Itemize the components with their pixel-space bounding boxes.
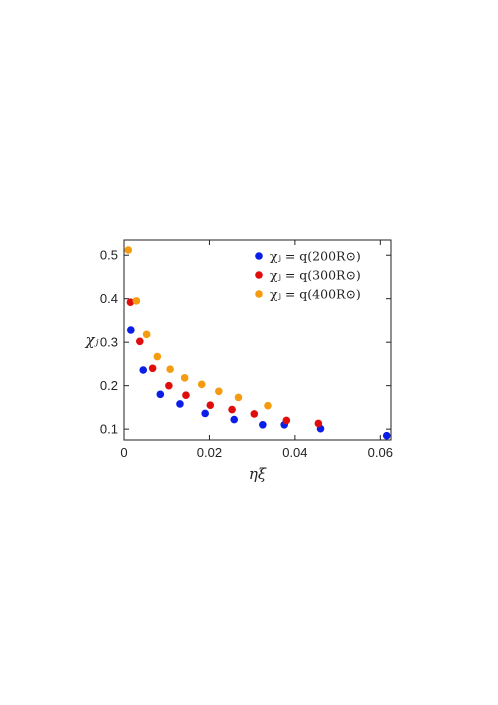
x-tick-label: 0.06 <box>368 445 393 460</box>
data-point-series-3 <box>142 330 151 339</box>
data-point-series-1 <box>201 409 209 418</box>
x-tick-label: 0.04 <box>282 445 307 460</box>
x-tick-label: 0 <box>120 445 127 460</box>
data-point-series-1 <box>230 415 239 424</box>
legend-label: χⱼ = q(200R⊙) <box>270 249 361 264</box>
data-point-series-2 <box>148 364 157 373</box>
y-tick-label: 0.2 <box>100 378 118 393</box>
x-tick-label: 0.02 <box>197 445 222 460</box>
data-point-series-3 <box>234 393 243 402</box>
data-point-series-2 <box>250 410 259 418</box>
data-point-series-2 <box>314 419 323 428</box>
data-point-series-3 <box>124 246 133 254</box>
legend-label: χⱼ = q(400R⊙) <box>270 287 361 302</box>
data-point-series-2 <box>182 391 190 400</box>
data-point-series-3 <box>166 365 174 373</box>
data-point-series-2 <box>136 337 144 346</box>
legend-marker <box>255 271 263 279</box>
data-point-series-3 <box>180 374 189 382</box>
y-tick-label: 0.4 <box>100 291 118 306</box>
y-axis-label: χⱼ <box>84 331 98 349</box>
y-axis-ticks: 0.1 0.2 0.3 0.4 0.5 <box>100 248 391 437</box>
data-point-series-1 <box>176 400 184 408</box>
y-tick-label: 0.3 <box>100 335 118 350</box>
data-point-series-1 <box>127 326 135 334</box>
data-point-series-1 <box>156 390 165 399</box>
data-point-series-3 <box>197 380 206 389</box>
data-point-series-1 <box>259 420 267 429</box>
data-points <box>124 246 391 440</box>
legend-marker <box>255 290 263 298</box>
data-point-series-2 <box>126 298 135 306</box>
legend: χⱼ = q(200R⊙) χⱼ = q(300R⊙) χⱼ = q(400R⊙) <box>255 249 361 302</box>
data-point-series-3 <box>153 352 162 361</box>
x-axis-label: ηξ <box>249 465 267 483</box>
data-point-series-2 <box>165 381 173 390</box>
data-point-series-2 <box>206 401 215 410</box>
data-point-series-3 <box>132 297 141 305</box>
data-point-series-1 <box>382 431 391 440</box>
legend-marker <box>255 252 263 260</box>
data-point-series-3 <box>264 401 272 410</box>
plot-frame <box>123 239 392 441</box>
y-tick-label: 0.1 <box>100 422 118 437</box>
data-point-series-2 <box>282 416 291 425</box>
x-axis-ticks: 0 0.02 0.04 0.06 <box>120 240 393 460</box>
data-point-series-1 <box>139 366 148 374</box>
data-point-series-3 <box>215 387 223 396</box>
legend-label: χⱼ = q(300R⊙) <box>270 268 361 283</box>
y-tick-label: 0.5 <box>100 248 118 263</box>
data-point-series-2 <box>228 405 236 414</box>
